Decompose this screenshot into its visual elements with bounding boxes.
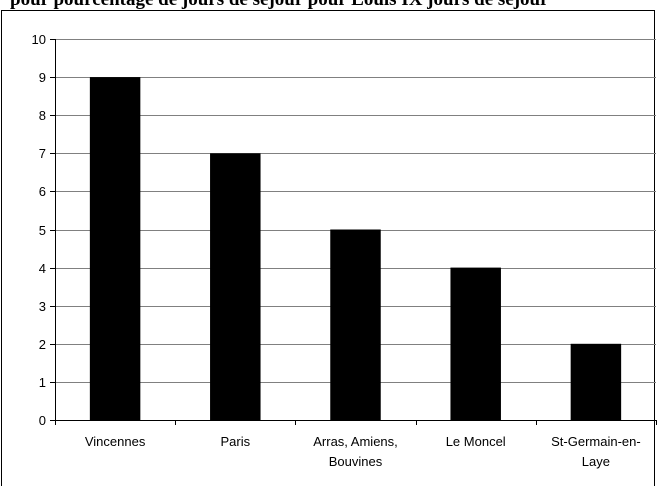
- x-tick-labels: Vincennes Paris Arras, Amiens, Bouvines Le M…: [85, 434, 641, 469]
- y-tick-label: 1: [39, 375, 46, 390]
- y-tick-label: 10: [32, 32, 46, 47]
- x-tick-label: Bouvines: [329, 454, 383, 469]
- x-tick-label: Le Moncel: [446, 434, 506, 449]
- x-tick-label: St-Germain-en-: [551, 434, 641, 449]
- chart-title: pour pourcentage de jours de séjour pour…: [10, 0, 650, 11]
- y-tick-label: 4: [39, 261, 46, 276]
- y-tick-label: 7: [39, 146, 46, 161]
- bar: [450, 267, 501, 420]
- y-tick-label: 8: [39, 108, 46, 123]
- y-tick-label: 3: [39, 299, 46, 314]
- x-tick-label: Laye: [582, 454, 610, 469]
- bar: [89, 77, 141, 420]
- bar: [210, 153, 261, 421]
- bar: [570, 343, 622, 420]
- x-tick-label: Vincennes: [85, 434, 146, 449]
- y-tick-label: 5: [39, 223, 46, 238]
- bars: [89, 77, 622, 421]
- gridlines: [55, 39, 656, 383]
- bar: [330, 229, 381, 420]
- y-tick-label: 2: [39, 337, 46, 352]
- axes: [50, 39, 657, 425]
- y-tick-label: 9: [39, 70, 46, 85]
- x-tick-label: Paris: [220, 434, 250, 449]
- y-tick-label: 0: [39, 413, 46, 428]
- chart-frame: [1, 10, 655, 486]
- y-tick-label: 6: [39, 184, 46, 199]
- x-tick-label: Arras, Amiens,: [313, 434, 398, 449]
- y-tick-labels: 0 1 2 3 4 5 6 7 8 9 10: [32, 32, 46, 428]
